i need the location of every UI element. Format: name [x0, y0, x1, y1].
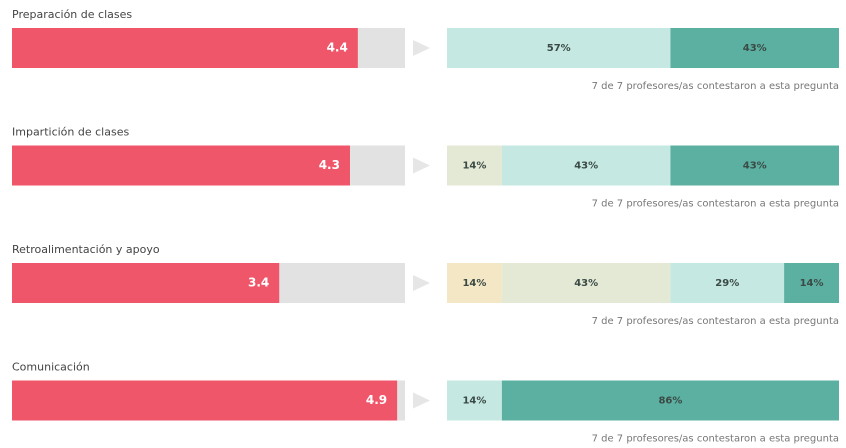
distribution-segment [670, 145, 839, 186]
segment-label: 14% [462, 396, 486, 407]
arrow-icon [413, 40, 430, 56]
score-bar [12, 28, 358, 68]
distribution-segment [447, 28, 671, 68]
distribution-segment [447, 263, 502, 303]
segment-label: 43% [743, 161, 767, 172]
response-note: 7 de 7 profesores/as contestaron a esta … [592, 434, 839, 445]
segment-label: 57% [547, 43, 571, 54]
distribution-segment [447, 380, 502, 421]
score-bar [12, 263, 280, 303]
arrow-icon [413, 275, 430, 291]
segment-label: 29% [715, 278, 739, 289]
arrow-icon [413, 157, 430, 174]
response-note: 7 de 7 profesores/as contestaron a esta … [592, 199, 839, 210]
row-title: Preparación de clases [12, 8, 132, 21]
distribution-segment [670, 28, 839, 68]
distribution-segment [784, 263, 839, 303]
score-label: 4.4 [327, 41, 348, 55]
segment-label: 43% [574, 278, 598, 289]
distribution-segment [670, 263, 785, 303]
distribution-segment [447, 145, 502, 186]
score-bar [12, 145, 350, 186]
score-bar [12, 380, 398, 421]
segment-label: 14% [462, 278, 486, 289]
score-label: 3.4 [248, 276, 269, 290]
row-title: Comunicación [12, 361, 90, 374]
arrow-icon [413, 392, 430, 409]
response-note: 7 de 7 profesores/as contestaron a esta … [592, 81, 839, 92]
segment-label: 43% [743, 43, 767, 54]
segment-label: 14% [462, 161, 486, 172]
segment-label: 14% [800, 278, 824, 289]
row-title: Impartición de clases [12, 126, 129, 139]
score-label: 4.3 [319, 158, 340, 172]
distribution-segment [501, 145, 671, 186]
response-note: 7 de 7 profesores/as contestaron a esta … [592, 316, 839, 327]
row-title: Retroalimentación y apoyo [12, 243, 160, 256]
segment-label: 43% [574, 161, 598, 172]
distribution-segment [501, 263, 671, 303]
segment-label: 86% [658, 396, 682, 407]
distribution-segment [501, 380, 839, 421]
score-label: 4.9 [366, 393, 387, 407]
